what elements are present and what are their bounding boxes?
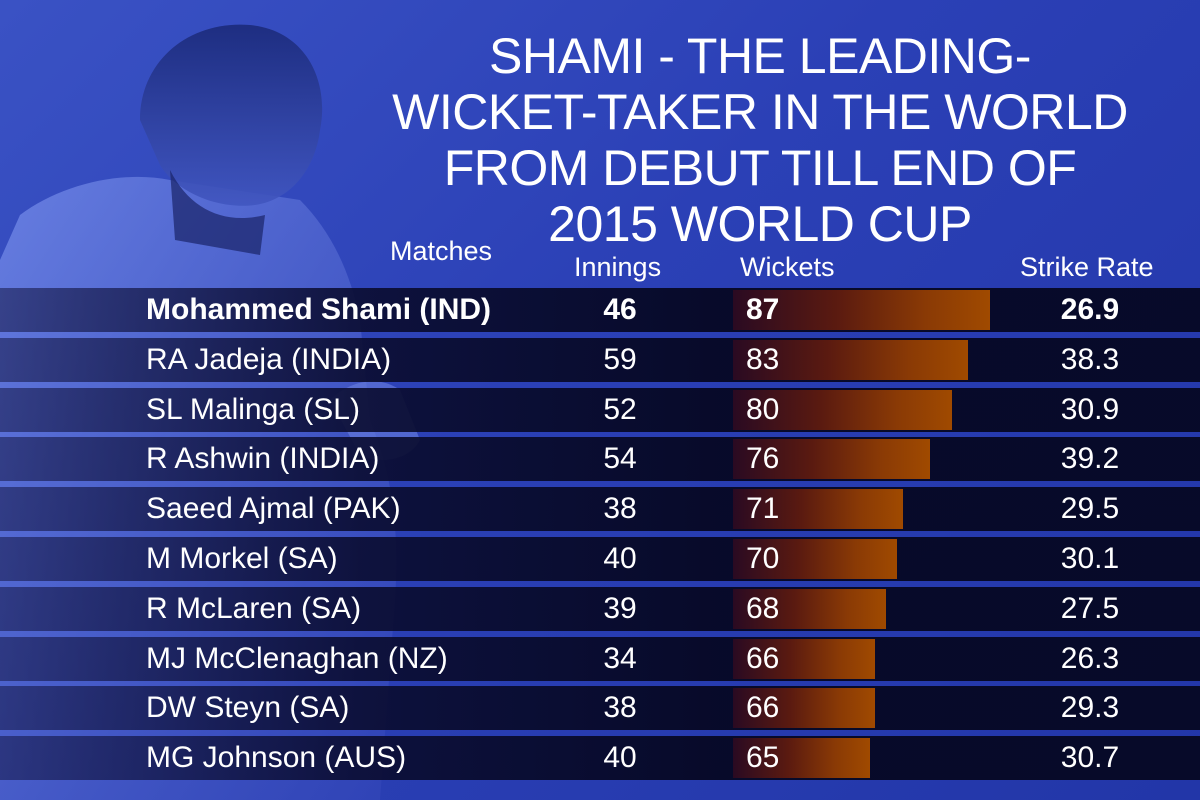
wickets-value: 76 [746, 442, 780, 476]
table-row: Saeed Ajmal (PAK) 38 71 29.5 [0, 487, 1200, 532]
table-row: Mohammed Shami (IND) 46 87 26.9 [0, 288, 1200, 332]
row-background [0, 437, 1200, 482]
strike-rate-value: 30.7 [1060, 741, 1120, 775]
stats-table: Mohammed Shami (IND) 46 87 26.9 RA Jadeja (I… [0, 288, 1200, 800]
chart-title: SHAMI - THE LEADING- WICKET-TAKER IN THE … [330, 28, 1190, 252]
header-matches: Matches [390, 236, 493, 266]
table-row: RA Jadeja (INDIA) 59 83 38.3 [0, 337, 1200, 382]
chart-title-line: WICKET-TAKER IN THE WORLD [392, 84, 1128, 140]
innings-value: 59 [603, 342, 637, 376]
wickets-bar [733, 389, 952, 430]
wickets-bar [733, 688, 876, 729]
player-name: R Ashwin (INDIA) [146, 442, 380, 476]
innings-value: 54 [603, 442, 637, 476]
innings-value: 38 [603, 691, 637, 725]
wickets-bar [733, 588, 887, 629]
wickets-value: 65 [746, 741, 780, 775]
table-row: MJ McClenaghan (NZ) 34 66 26.3 [0, 636, 1200, 681]
player-name: R McLaren (SA) [146, 591, 362, 625]
header-innings: Innings [574, 252, 662, 282]
table-row: DW Steyn (SA) 38 66 29.3 [0, 686, 1200, 731]
strike-rate-value: 29.3 [1060, 691, 1120, 725]
row-background [0, 387, 1200, 432]
wickets-bar [733, 539, 898, 579]
wickets-bar [733, 638, 876, 679]
innings-value: 52 [603, 392, 637, 426]
wickets-value: 66 [746, 691, 780, 725]
wickets-value: 71 [746, 492, 780, 526]
header-wickets: Wickets [740, 252, 835, 282]
player-name: M Morkel (SA) [146, 542, 338, 575]
wickets-value: 87 [746, 293, 780, 326]
row-background [0, 686, 1200, 731]
wickets-value: 66 [746, 641, 780, 675]
innings-value: 46 [603, 293, 637, 326]
wickets-bar [733, 290, 990, 330]
wickets-value: 83 [746, 342, 780, 376]
table-row: MG Johnson (AUS) 40 65 30.7 [0, 736, 1200, 781]
row-background [0, 487, 1200, 532]
chart-title-line: SHAMI - THE LEADING- [489, 28, 1031, 84]
player-name: MG Johnson (AUS) [146, 741, 407, 775]
player-name: SL Malinga (SL) [146, 392, 360, 426]
table-row: M Morkel (SA) 40 70 30.1 [0, 537, 1200, 581]
wickets-bar [733, 738, 870, 779]
strike-rate-value: 30.9 [1060, 392, 1120, 426]
row-background [0, 537, 1200, 581]
player-name: Saeed Ajmal (PAK) [146, 492, 401, 526]
row-background [0, 288, 1200, 332]
player-name: Mohammed Shami (IND) [146, 293, 492, 326]
wickets-value: 68 [746, 591, 780, 625]
strike-rate-value: 38.3 [1060, 342, 1120, 376]
player-name: RA Jadeja (INDIA) [146, 342, 392, 376]
player-name: DW Steyn (SA) [146, 691, 350, 725]
chart-title-line: 2015 WORLD CUP [548, 196, 972, 252]
row-background [0, 586, 1200, 631]
strike-rate-value: 29.5 [1060, 492, 1120, 526]
table-row: R Ashwin (INDIA) 54 76 39.2 [0, 437, 1200, 482]
chart-title-line: FROM DEBUT TILL END OF [443, 140, 1077, 196]
wickets-value: 80 [746, 392, 780, 426]
strike-rate-value: 39.2 [1060, 442, 1120, 476]
player-name: MJ McClenaghan (NZ) [146, 641, 448, 675]
strike-rate-value: 30.1 [1060, 542, 1120, 575]
innings-value: 40 [603, 542, 637, 575]
innings-value: 38 [603, 492, 637, 526]
strike-rate-value: 26.3 [1060, 641, 1120, 675]
row-background [0, 337, 1200, 382]
wickets-bar [733, 339, 969, 380]
innings-value: 34 [603, 641, 637, 675]
wickets-bar [733, 439, 930, 480]
table-row: R McLaren (SA) 39 68 27.5 [0, 586, 1200, 631]
header-strike-rate: Strike Rate [1020, 252, 1154, 282]
wickets-bar [733, 489, 903, 530]
strike-rate-value: 27.5 [1060, 591, 1120, 625]
row-background [0, 636, 1200, 681]
wickets-value: 70 [746, 542, 780, 575]
innings-value: 40 [603, 741, 637, 775]
strike-rate-value: 26.9 [1060, 293, 1120, 326]
row-background [0, 736, 1200, 781]
table-row: SL Malinga (SL) 52 80 30.9 [0, 387, 1200, 432]
innings-value: 39 [603, 591, 637, 625]
